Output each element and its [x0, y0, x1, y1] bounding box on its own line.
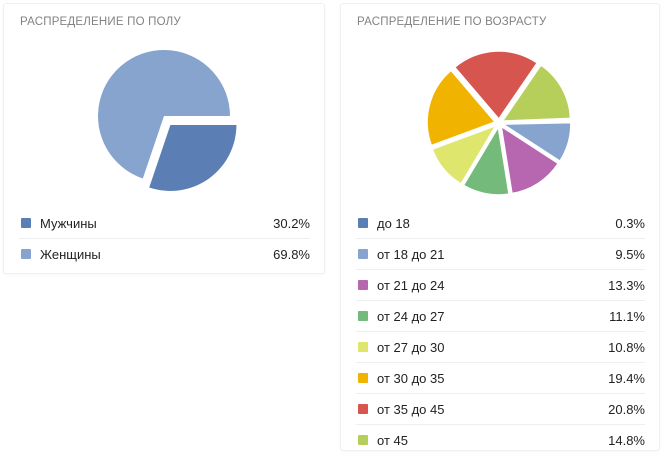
gender-legend-swatch — [21, 249, 31, 259]
age-legend-swatch — [358, 404, 368, 414]
age-legend-value: 19.4% — [608, 370, 645, 386]
gender-chart-title: РАСПРЕДЕЛЕНИЕ ПО ПОЛУ — [20, 16, 181, 28]
age-legend-value: 14.8% — [608, 432, 645, 448]
gender-distribution-card: РАСПРЕДЕЛЕНИЕ ПО ПОЛУ Мужчины 30.2% Женщин… — [4, 4, 324, 273]
age-legend-swatch — [358, 311, 368, 321]
age-legend-swatch — [358, 373, 368, 383]
age-legend-value: 13.3% — [608, 277, 645, 293]
gender-legend-row[interactable]: Мужчины 30.2% — [19, 208, 310, 239]
age-slice-3[interactable] — [462, 126, 510, 196]
gender-pie-chart — [98, 50, 237, 191]
age-legend-swatch — [358, 342, 368, 352]
age-legend-label: от 18 до 21 — [377, 246, 445, 262]
age-legend-label: до 18 — [377, 215, 410, 231]
age-legend-label: от 24 до 27 — [377, 308, 445, 324]
gender-slice-0[interactable] — [149, 124, 237, 191]
age-slice-4[interactable] — [431, 124, 497, 185]
gender-legend-row[interactable]: Женщины 69.8% — [19, 239, 310, 269]
gender-slice-1[interactable] — [98, 50, 231, 179]
age-slice-0[interactable] — [502, 119, 572, 124]
gender-legend-label: Мужчины — [40, 215, 97, 231]
age-legend-row[interactable]: от 27 до 30 10.8% — [356, 332, 645, 363]
age-distribution-card: РАСПРЕДЕЛЕНИЕ ПО ВОЗРАСТУ до 18 0.3% от 18… — [341, 4, 659, 450]
age-legend-swatch — [358, 280, 368, 290]
age-legend-row[interactable]: от 24 до 27 11.1% — [356, 301, 645, 332]
age-slice-7[interactable] — [501, 64, 572, 122]
age-legend-label: от 27 до 30 — [377, 339, 445, 355]
age-legend-value: 11.1% — [609, 308, 645, 324]
age-legend-label: от 30 до 35 — [377, 370, 445, 386]
age-slice-2[interactable] — [500, 125, 559, 195]
age-legend-label: от 45 — [377, 432, 408, 448]
age-legend-row[interactable]: от 21 до 24 13.3% — [356, 270, 645, 301]
age-legend: до 18 0.3% от 18 до 21 9.5% от 21 до 24 13.3%… — [356, 208, 645, 455]
age-slice-5[interactable] — [426, 69, 496, 147]
age-legend-row[interactable]: от 18 до 21 9.5% — [356, 239, 645, 270]
age-slice-1[interactable] — [502, 121, 572, 162]
age-legend-label: от 21 до 24 — [377, 277, 445, 293]
age-legend-row[interactable]: до 18 0.3% — [356, 208, 645, 239]
age-legend-value: 10.8% — [608, 339, 645, 355]
age-legend-value: 20.8% — [608, 401, 645, 417]
age-legend-swatch — [358, 435, 368, 445]
age-chart-title: РАСПРЕДЕЛЕНИЕ ПО ВОЗРАСТУ — [357, 16, 547, 28]
age-legend-row[interactable]: от 30 до 35 19.4% — [356, 363, 645, 394]
gender-legend-value: 30.2% — [273, 215, 310, 231]
age-legend-label: от 35 до 45 — [377, 401, 445, 417]
gender-legend-label: Женщины — [40, 246, 101, 262]
gender-legend-swatch — [21, 218, 31, 228]
age-legend-value: 9.5% — [615, 246, 645, 262]
gender-legend: Мужчины 30.2% Женщины 69.8% — [19, 208, 310, 269]
age-legend-swatch — [358, 249, 368, 259]
age-pie-chart — [426, 50, 572, 196]
age-legend-row[interactable]: от 35 до 45 20.8% — [356, 394, 645, 425]
age-legend-row[interactable]: от 45 14.8% — [356, 425, 645, 455]
age-slice-6[interactable] — [453, 50, 538, 120]
gender-legend-value: 69.8% — [273, 246, 310, 262]
age-legend-swatch — [358, 218, 368, 228]
age-legend-value: 0.3% — [615, 215, 645, 231]
